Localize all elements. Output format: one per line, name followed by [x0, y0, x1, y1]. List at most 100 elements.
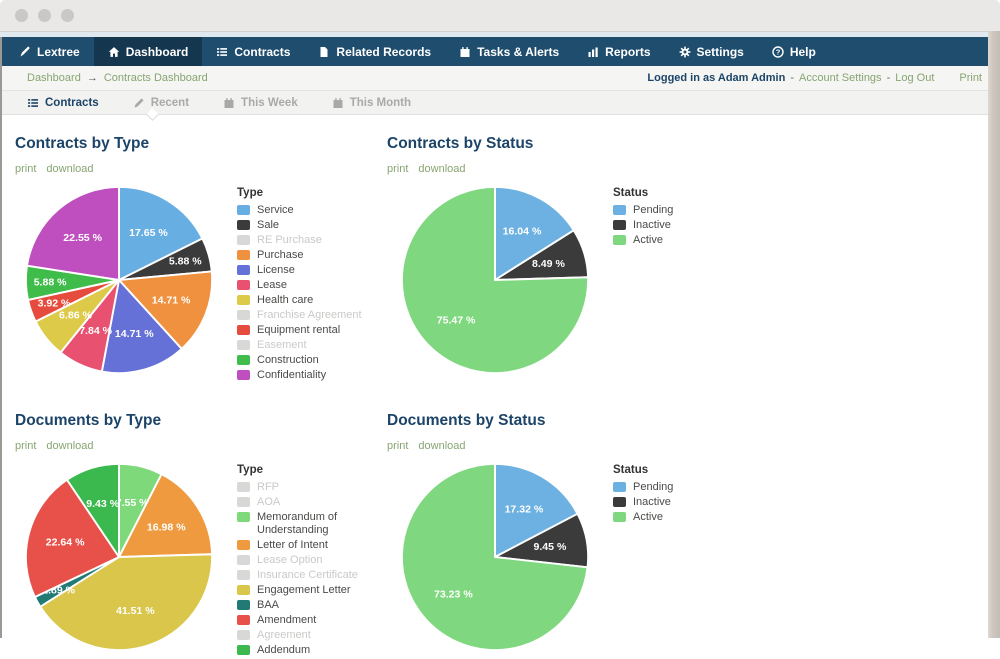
legend-item[interactable]: Pending	[613, 204, 753, 217]
print-chart-link[interactable]: print	[15, 440, 37, 452]
log-out-link[interactable]: Log Out	[895, 72, 935, 84]
pie-label: 9.43 %	[86, 498, 119, 510]
window-control-dot[interactable]	[15, 9, 28, 22]
breadcrumb-contracts-dashboard[interactable]: Contracts Dashboard	[103, 72, 208, 84]
legend-swatch	[237, 569, 250, 580]
nav-item-lextree[interactable]: Lextree	[5, 37, 94, 66]
window-control-dot[interactable]	[61, 9, 74, 22]
chart-legend: Type Service Sale RE Purchase Purchase Licen…	[237, 184, 377, 384]
legend-title: Type	[237, 464, 263, 476]
nav-item-contracts[interactable]: Contracts	[202, 37, 304, 66]
chart-legend: Status Pending Inactive Active	[613, 461, 753, 653]
pie-slice[interactable]	[494, 185, 575, 281]
legend-item[interactable]: Lease Option	[237, 554, 377, 567]
legend-label: Pending	[633, 204, 674, 216]
download-chart-link[interactable]: download	[46, 163, 94, 175]
legend-item[interactable]: Inactive	[613, 219, 753, 232]
print-chart-link[interactable]: print	[387, 440, 409, 452]
legend-label: BAA	[257, 598, 280, 611]
pie-label: 6.86 %	[59, 309, 92, 321]
nav-label: Tasks & Alerts	[477, 44, 560, 59]
legend-item[interactable]: Addendum	[237, 644, 377, 657]
nav-label: Help	[789, 44, 816, 59]
legend-item[interactable]: Easement	[237, 339, 377, 352]
legend-item[interactable]: Amendment	[237, 614, 377, 627]
pie-slice[interactable]	[26, 185, 120, 281]
legend-item[interactable]: Active	[613, 234, 753, 247]
pie-slice[interactable]	[400, 185, 590, 375]
legend-swatch	[237, 340, 250, 350]
legend-item[interactable]: Engagement Letter	[237, 584, 377, 597]
logged-in-label: Logged in as Adam Admin	[647, 72, 786, 84]
legend-item[interactable]: Sale	[237, 219, 377, 232]
legend-item[interactable]: License	[237, 264, 377, 277]
tab-contracts[interactable]: Contracts	[16, 91, 110, 114]
window-control-dot[interactable]	[38, 9, 51, 22]
help-icon: ?	[772, 45, 784, 58]
pie-label: 14.71 %	[152, 295, 191, 307]
nav-item-related-records[interactable]: Related Records	[304, 37, 445, 66]
legend-title: Type	[237, 187, 263, 199]
nav-item-help[interactable]: ? Help	[758, 37, 830, 66]
legend-item[interactable]: Purchase	[237, 249, 377, 262]
legend-item[interactable]: RE Purchase	[237, 234, 377, 247]
legend-item[interactable]: Health care	[237, 294, 377, 307]
legend-item[interactable]: RFP	[237, 481, 377, 494]
pie-slice[interactable]	[66, 462, 120, 558]
pie-slice[interactable]	[100, 279, 183, 375]
chart-title: Documents by Status	[387, 412, 546, 429]
nav-item-dashboard[interactable]: Dashboard	[93, 37, 203, 66]
accent-strip	[0, 32, 1000, 37]
nav-item-tasks-alerts[interactable]: Tasks & Alerts	[445, 37, 573, 66]
account-settings-link[interactable]: Account Settings	[799, 72, 882, 84]
legend-item[interactable]: Equipment rental	[237, 324, 377, 337]
legend-item[interactable]: Memorandum of Understanding	[237, 511, 377, 536]
print-chart-link[interactable]: print	[15, 163, 37, 175]
print-chart-link[interactable]: print	[387, 163, 409, 175]
card-contracts-by-type: Contracts by Type print download 17.65 %…	[15, 115, 387, 384]
charts-grid: Contracts by Type print download 17.65 %…	[0, 115, 1000, 659]
nav-item-reports[interactable]: Reports	[573, 37, 664, 66]
calendar-icon	[459, 46, 471, 58]
legend-item[interactable]: Active	[613, 511, 753, 524]
tab-this-week[interactable]: This Week	[212, 91, 309, 114]
legend-label: Service	[257, 204, 294, 216]
pie-slice[interactable]	[24, 478, 120, 598]
pie-slice[interactable]	[118, 185, 204, 281]
legend-item[interactable]: Construction	[237, 354, 377, 367]
nav-item-settings[interactable]: Settings	[665, 37, 758, 66]
tab-this-month[interactable]: This Month	[321, 91, 422, 114]
home-icon	[108, 46, 120, 58]
pie-slice[interactable]	[118, 270, 214, 350]
legend-label: Letter of Intent	[257, 538, 328, 551]
legend-item[interactable]: Pending	[613, 481, 753, 494]
pie-slice[interactable]	[118, 473, 214, 558]
legend-item[interactable]: Insurance Certificate	[237, 569, 377, 582]
legend-swatch	[613, 497, 626, 507]
legend-item[interactable]: Agreement	[237, 629, 377, 642]
print-page-link[interactable]: Print	[959, 72, 982, 84]
legend-item[interactable]: BAA	[237, 599, 377, 612]
tab-recent[interactable]: Recent	[122, 91, 200, 114]
card-documents-by-status: Documents by Status print download 17.32…	[387, 384, 1000, 659]
legend-item[interactable]: Inactive	[613, 496, 753, 509]
legend-item[interactable]: Letter of Intent	[237, 539, 377, 552]
legend-item[interactable]: Franchise Agreement	[237, 309, 377, 322]
pie-label: 16.04 %	[503, 225, 542, 237]
pie-slice[interactable]	[494, 462, 579, 558]
breadcrumb-dashboard[interactable]: Dashboard	[27, 72, 81, 84]
download-chart-link[interactable]: download	[418, 440, 466, 452]
pie-slice[interactable]	[400, 462, 589, 652]
legend-label: Sale	[257, 219, 280, 231]
pie-label: 14.71 %	[115, 328, 154, 340]
card-contracts-by-status: Contracts by Status print download 16.04…	[387, 115, 1000, 384]
legend-label: Inactive	[633, 496, 671, 508]
legend-item[interactable]: Confidentiality	[237, 369, 377, 382]
tab-label: This Week	[241, 96, 298, 109]
legend-item[interactable]: Service	[237, 204, 377, 217]
download-chart-link[interactable]: download	[418, 163, 466, 175]
legend-swatch	[237, 325, 250, 335]
legend-item[interactable]: Lease	[237, 279, 377, 292]
legend-item[interactable]: AOA	[237, 496, 377, 509]
download-chart-link[interactable]: download	[46, 440, 94, 452]
